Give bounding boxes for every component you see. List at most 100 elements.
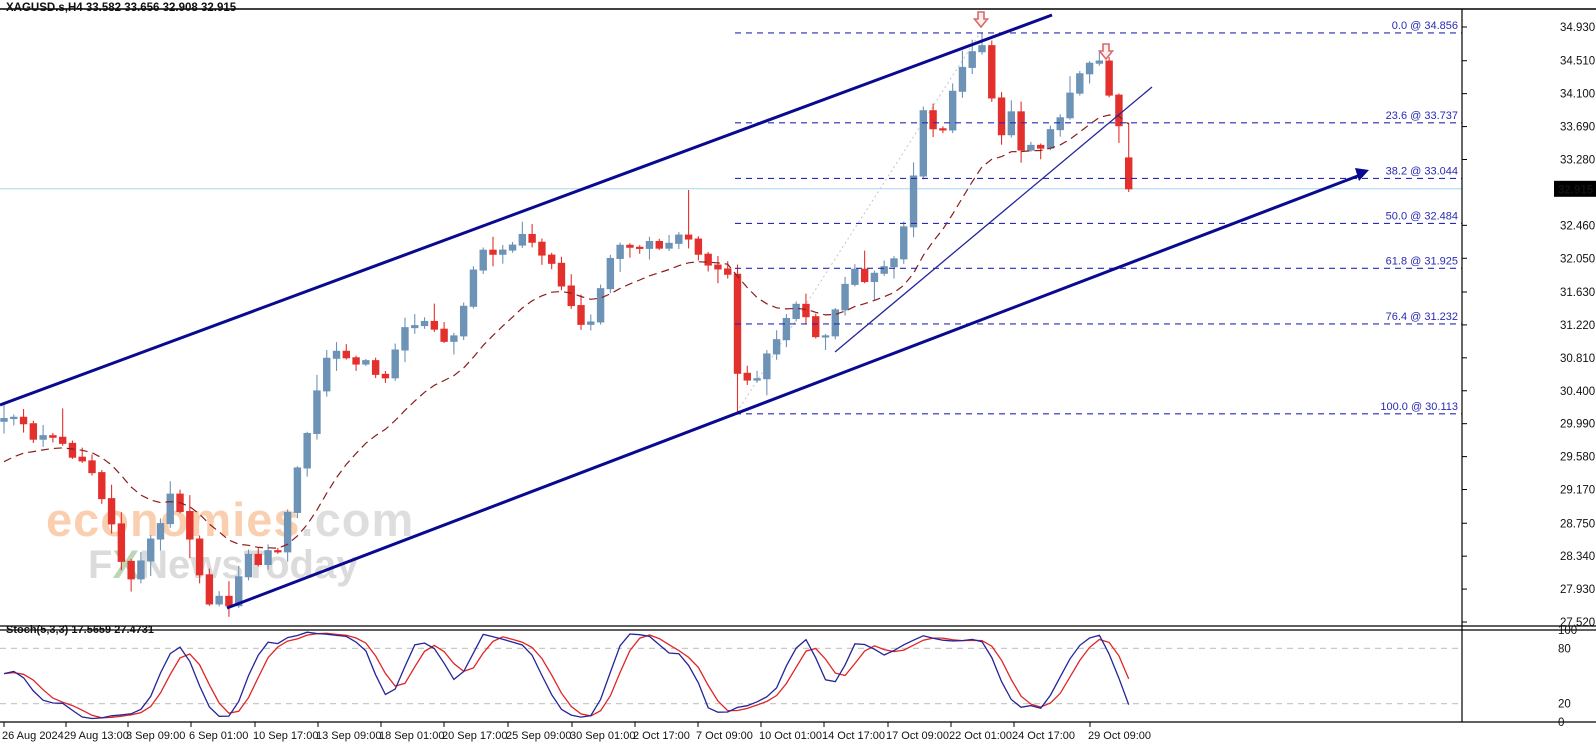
candle-bull — [675, 234, 683, 244]
watermark-f: F — [88, 543, 113, 587]
candle-bull — [362, 360, 370, 365]
candle-bear — [225, 595, 233, 607]
candle-bull — [851, 268, 859, 285]
candle-bear — [274, 550, 282, 553]
candle-bull — [948, 90, 957, 131]
price-axis-label: 34.100 — [1560, 89, 1595, 101]
candle-bear — [1105, 60, 1113, 96]
time-axis-label: 25 Sep 09:00 — [506, 730, 571, 742]
time-axis-label: 22 Oct 01:00 — [949, 730, 1012, 742]
candle-bear — [528, 233, 536, 243]
candle-bear — [1017, 111, 1025, 151]
time-axis-label: 29 Aug 13:00 — [64, 730, 129, 742]
stoch-scale-label: 100 — [1558, 625, 1577, 637]
candle-bear — [929, 110, 937, 130]
candle-bull — [499, 249, 507, 255]
candle-bear — [577, 305, 585, 325]
candle-bull — [420, 320, 429, 327]
candle-bear — [812, 316, 820, 338]
candle-bull — [587, 321, 595, 325]
price-axis-label: 29.580 — [1560, 452, 1595, 464]
candle-bull — [968, 51, 976, 68]
candle-bull — [1056, 117, 1064, 131]
candle-bull — [880, 266, 888, 274]
candle-bull — [665, 242, 673, 249]
sell-arrow-icon — [972, 11, 990, 29]
fib-baseline — [736, 32, 981, 413]
fib-level-label: 100.0 @ 30.113 — [1380, 401, 1458, 413]
candle-bull — [10, 416, 18, 420]
candle-bear — [58, 436, 67, 444]
candle-bull — [303, 432, 311, 469]
stoch-scale-label: 80 — [1558, 643, 1571, 655]
price-axis-label: 31.220 — [1560, 320, 1595, 332]
channel-upper-line — [0, 13, 1053, 407]
candle-bull — [313, 390, 321, 434]
candle-bull — [1085, 62, 1094, 75]
price-axis-label: 30.810 — [1560, 353, 1595, 365]
time-axis-label: 17 Oct 09:00 — [886, 730, 949, 742]
candle-bear — [352, 357, 360, 365]
candle-bear — [997, 97, 1006, 136]
candle-bull — [841, 283, 849, 311]
candle-bull — [0, 418, 8, 422]
candle-bear — [440, 328, 448, 342]
candle-bull — [411, 325, 419, 329]
time-axis-label: 13 Sep 09:00 — [316, 730, 381, 742]
candle-bull — [870, 272, 879, 283]
candle-bull — [293, 467, 302, 513]
fib-level-label: 50.0 @ 32.484 — [1386, 210, 1458, 222]
candle-bull — [821, 335, 830, 338]
candle-bull — [156, 523, 165, 540]
candle-bear — [381, 373, 390, 379]
candle-bull — [763, 353, 771, 380]
candle-bull — [39, 435, 47, 440]
candle-bull — [215, 595, 223, 605]
chart-title: XAGUSD.s,H4 33.582 33.656 32.908 32.915 — [6, 2, 237, 14]
candle-bull — [616, 244, 624, 259]
price-axis-label: 31.630 — [1560, 287, 1595, 299]
candle-bull — [772, 339, 781, 355]
candle-bull — [469, 269, 478, 307]
candle-bull — [645, 241, 654, 249]
candle-bear — [636, 246, 644, 249]
candle-bear — [254, 553, 262, 566]
channel-arrowhead — [1355, 168, 1369, 181]
trendline — [834, 86, 1153, 353]
price-axis-label: 29.990 — [1560, 419, 1595, 431]
candle-bear — [19, 416, 28, 425]
candle-bear — [68, 442, 77, 458]
candle-bull — [753, 378, 761, 381]
candle-bull — [1095, 60, 1104, 64]
time-axis-label: 7 Oct 09:00 — [696, 730, 753, 742]
candle-bear — [988, 45, 996, 99]
candle-bull — [235, 576, 243, 607]
moving-average-line — [3, 114, 1130, 549]
fib-level-label: 61.8 @ 31.925 — [1386, 255, 1458, 267]
candle-bear — [1125, 157, 1133, 190]
candle-bull — [147, 538, 155, 562]
time-axis-label: 6 Sep 01:00 — [189, 730, 248, 742]
candle-bull — [479, 249, 487, 271]
price-axis-label: 32.050 — [1560, 253, 1595, 265]
candle-bull — [900, 226, 908, 260]
candle-bear — [557, 262, 566, 287]
candle-bear — [538, 241, 546, 256]
candle-bear — [626, 244, 634, 248]
candle-bear — [430, 320, 439, 330]
candle-bear — [939, 128, 947, 131]
time-axis-label: 2 Oct 17:00 — [633, 730, 690, 742]
candle-bull — [792, 303, 800, 319]
candle-bull — [1027, 144, 1035, 151]
price-axis-label: 30.400 — [1560, 386, 1595, 398]
candle-bull — [1066, 92, 1074, 119]
price-axis-label: 33.280 — [1560, 154, 1595, 166]
time-axis-label: 18 Sep 01:00 — [379, 730, 444, 742]
candle-bear — [371, 360, 380, 375]
current-price-tag-value: 32.915 — [1558, 184, 1594, 196]
candle-bear — [195, 538, 204, 576]
candle-bull — [264, 550, 272, 566]
price-axis-label: 34.930 — [1560, 22, 1595, 34]
candle-bull — [244, 553, 253, 578]
